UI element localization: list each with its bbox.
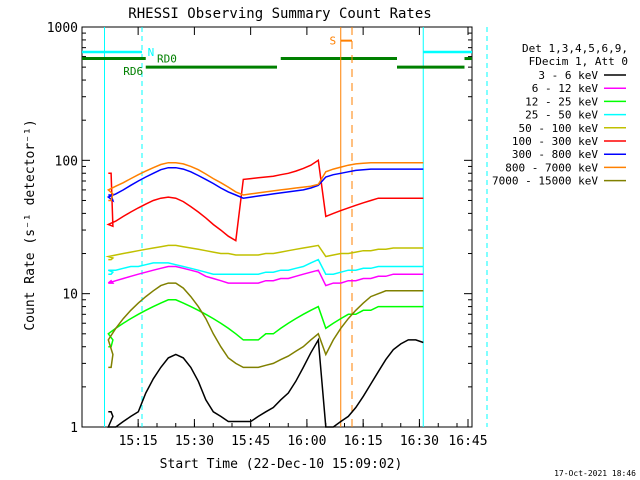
y-tick-label: 10 (62, 288, 78, 303)
series-line (107, 337, 424, 428)
footer-date: 17-Oct-2021 18:46 (554, 469, 636, 478)
series-line (108, 258, 424, 275)
series-line (105, 244, 424, 261)
legend-entry-label: 800 - 7000 keV (505, 161, 598, 174)
plot-frame (81, 26, 473, 428)
legend-entry-label: 12 - 25 keV (525, 95, 598, 108)
legend-entry-label: 7000 - 15000 keV (492, 175, 598, 188)
chart-title: RHESSI Observing Summary Count Rates (128, 6, 431, 22)
x-tick-label: 16:30 (400, 434, 439, 449)
x-axis-label: Start Time (22-Dec-10 15:09:02) (160, 457, 403, 472)
rd0-flag-label: RD0 (157, 53, 177, 66)
x-tick-label: 15:30 (175, 434, 214, 449)
legend-header-line: FDecim 1, Att 0 (529, 55, 628, 68)
x-tick-label: 16:00 (287, 434, 326, 449)
saa-flag-label: S (330, 35, 337, 48)
rd6-flag-label: RD6 (123, 65, 143, 78)
series-line (106, 159, 424, 242)
series-line (106, 166, 424, 203)
y-tick-label: 1 (70, 421, 78, 436)
x-tick-label: 15:15 (119, 434, 158, 449)
legend-entry-label: 25 - 50 keV (525, 109, 598, 122)
y-axis-label: Count Rate (s⁻¹ detector⁻¹) (23, 119, 38, 330)
series-line (107, 265, 424, 287)
night-flag-label: N (148, 46, 155, 59)
series-line (106, 161, 424, 202)
x-tick-label: 16:45 (448, 434, 487, 449)
y-tick-label: 100 (55, 154, 78, 169)
series-line (107, 282, 424, 369)
legend-header-line: Det 1,3,4,5,6,9, (522, 42, 628, 55)
axis-layer: 15:15 15:30 15:45 16:00 16:15 16:30 16:45 1 10 10… (47, 21, 488, 449)
legend-entry-label: 300 - 800 keV (512, 148, 598, 161)
legend-entry-label: 6 - 12 keV (532, 82, 599, 95)
legend-entry-label: 100 - 300 keV (512, 135, 598, 148)
y-tick-label: 1000 (47, 21, 78, 36)
series-layer (105, 159, 424, 428)
legend-entry-label: 50 - 100 keV (519, 122, 599, 135)
x-tick-label: 15:45 (231, 434, 270, 449)
series-line (107, 299, 424, 348)
x-tick-label: 16:15 (344, 434, 383, 449)
legend: Det 1,3,4,5,6,9,FDecim 1, Att 03 - 6 keV… (492, 42, 628, 188)
legend-entry-label: 3 - 6 keV (538, 69, 598, 82)
